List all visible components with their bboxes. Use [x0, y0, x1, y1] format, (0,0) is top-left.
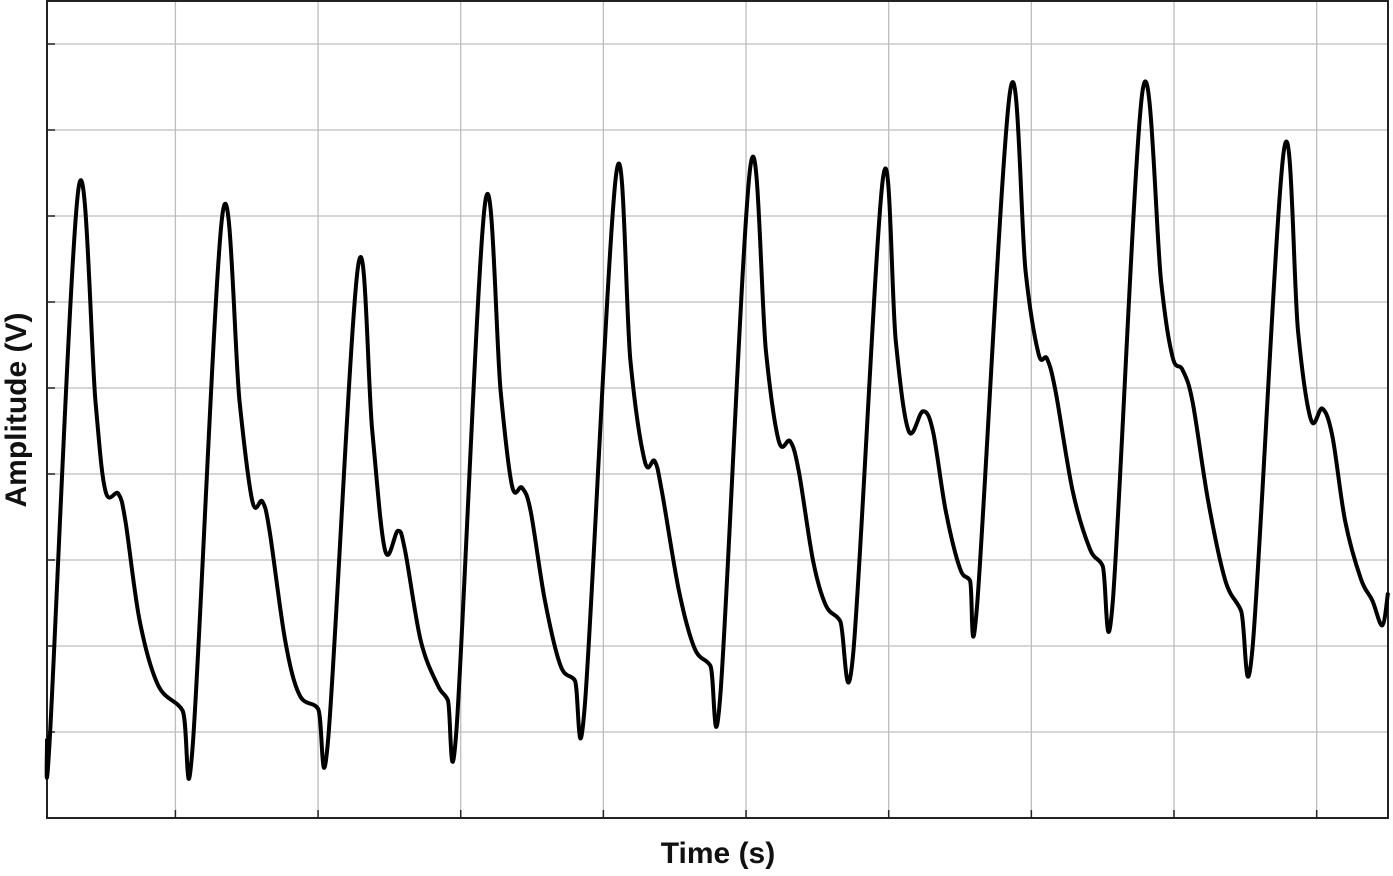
- signal-line: [44, 79, 1390, 781]
- x-axis-label: Time (s): [661, 837, 775, 870]
- plot-frame: [46, 0, 1389, 819]
- y-axis-label: Amplitude (V): [0, 313, 33, 508]
